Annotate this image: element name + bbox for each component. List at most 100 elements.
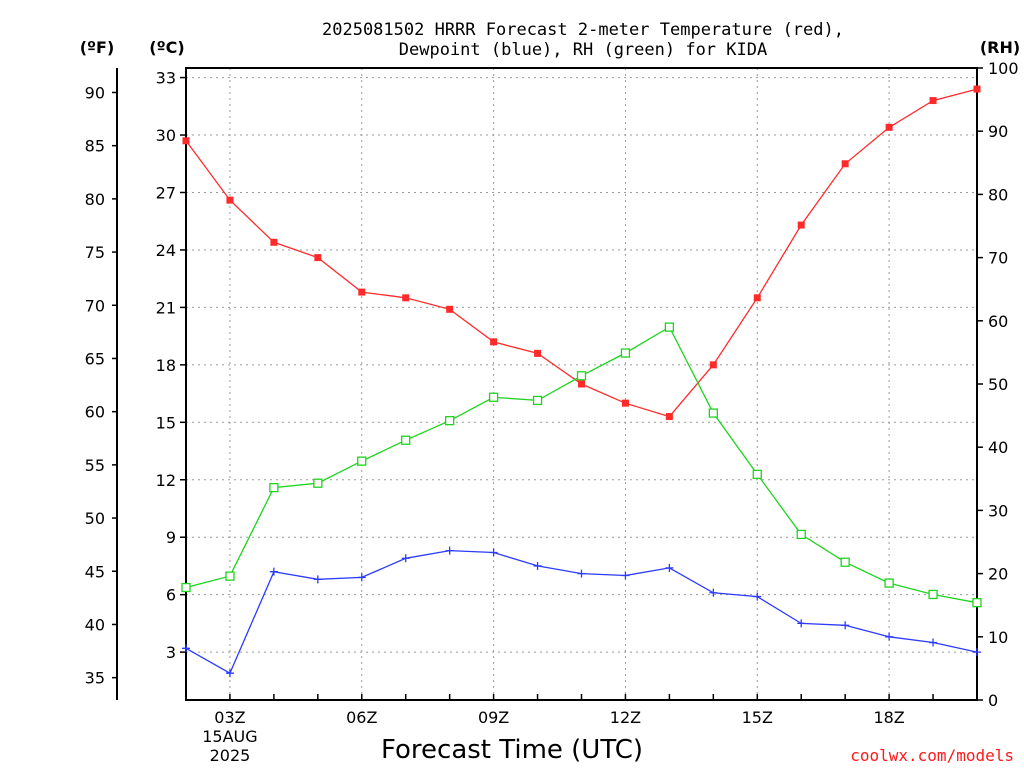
time-tick-label: 15Z xyxy=(742,708,773,727)
rh-tick-label: 20 xyxy=(988,565,1008,584)
dewpoint-point xyxy=(621,571,630,580)
fahrenheit-unit-label: (ºF) xyxy=(80,38,115,57)
chart-title: 2025081502 HRRR Forecast 2-meter Tempera… xyxy=(322,20,844,40)
dewpoint-point xyxy=(929,638,938,647)
rh-point xyxy=(708,408,718,418)
rh-tick-label: 100 xyxy=(988,59,1019,78)
celsius-tick-label: 24 xyxy=(156,241,176,260)
dewpoint-point xyxy=(797,619,806,628)
dewpoint-point xyxy=(885,632,894,641)
dewpoint-point xyxy=(973,648,981,657)
rh-point xyxy=(840,557,850,567)
fahrenheit-tick-label: 35 xyxy=(85,669,105,688)
time-tick-label: 06Z xyxy=(346,708,377,727)
celsius-tick-label: 27 xyxy=(156,183,176,202)
rh-point xyxy=(752,469,762,480)
fahrenheit-tick-label: 50 xyxy=(85,509,105,528)
temperature-point xyxy=(578,380,585,388)
rh-point xyxy=(488,392,499,402)
temperature-point xyxy=(226,196,234,204)
time-tick-label: 03Z xyxy=(214,708,245,727)
temperature-point xyxy=(270,238,278,246)
x-axis-title: Forecast Time (UTC) xyxy=(381,735,643,765)
temperature-point xyxy=(402,294,410,302)
fahrenheit-tick-label: 65 xyxy=(85,349,105,368)
credit-link[interactable]: coolwx.com/models xyxy=(850,746,1014,765)
rh-point xyxy=(269,482,279,493)
rh-point xyxy=(532,395,543,406)
celsius-tick-label: 18 xyxy=(156,356,176,375)
dewpoint-point xyxy=(577,569,586,578)
temperature-line xyxy=(185,88,978,418)
rh-point xyxy=(401,435,411,445)
year-label: 2025 xyxy=(210,746,251,765)
dewpoint-point xyxy=(709,588,718,597)
temperature-point xyxy=(885,123,893,131)
chart-subtitle: Dewpoint (blue), RH (green) for KIDA xyxy=(399,40,767,60)
dewpoint-point xyxy=(489,548,498,557)
rh-tick-label: 30 xyxy=(988,501,1008,520)
temperature-point xyxy=(490,338,498,346)
dewpoint-point xyxy=(665,563,674,572)
dewpoint-point xyxy=(225,669,234,678)
fahrenheit-tick-label: 55 xyxy=(85,456,105,475)
rh-point xyxy=(928,589,938,600)
rh-point xyxy=(445,416,455,426)
rh-point xyxy=(357,456,367,466)
rh-tick-label: 90 xyxy=(988,122,1008,141)
temperature-point xyxy=(665,413,673,421)
temperature-point xyxy=(709,361,717,369)
rh-unit-label: (RH) xyxy=(980,38,1020,57)
rh-point xyxy=(972,598,982,608)
temperature-point xyxy=(358,288,366,296)
celsius-tick-label: 15 xyxy=(156,413,176,432)
rh-point xyxy=(884,578,894,588)
celsius-tick-label: 21 xyxy=(156,298,176,317)
rh-tick-label: 70 xyxy=(988,249,1008,268)
time-tick-label: 18Z xyxy=(873,708,904,727)
dewpoint-point xyxy=(182,644,190,653)
rh-point xyxy=(225,571,235,581)
dewpoint-point xyxy=(533,561,542,570)
celsius-axis: 33 30 27 24 21 18 15 12 9 6 3 xyxy=(156,69,186,662)
fahrenheit-tick-label: 45 xyxy=(85,562,105,581)
rh-series xyxy=(181,322,982,608)
temperature-point xyxy=(446,305,454,313)
celsius-unit-label: (ºC) xyxy=(149,38,184,57)
fahrenheit-tick-label: 80 xyxy=(85,190,105,209)
rh-tick-label: 0 xyxy=(988,691,998,710)
celsius-tick-label: 9 xyxy=(166,528,176,547)
fahrenheit-axis: 90 85 80 75 70 65 60 55 50 45 40 35 xyxy=(85,83,117,688)
rh-tick-label: 80 xyxy=(988,185,1008,204)
dewpoint-point xyxy=(753,592,762,601)
temperature-point xyxy=(182,137,190,145)
fahrenheit-tick-label: 75 xyxy=(85,243,105,262)
time-tick-label: 09Z xyxy=(478,708,509,727)
temperature-point xyxy=(314,254,322,262)
rh-tick-label: 10 xyxy=(988,628,1008,647)
rh-point xyxy=(620,348,631,358)
rh-tick-label: 40 xyxy=(988,438,1008,457)
time-tick-label: 12Z xyxy=(610,708,641,727)
rh-point xyxy=(313,478,323,488)
temperature-point xyxy=(621,399,629,407)
dewpoint-point xyxy=(313,575,322,584)
fahrenheit-tick-label: 60 xyxy=(85,403,105,422)
temperature-point xyxy=(534,349,542,357)
rh-point xyxy=(181,582,191,593)
temperature-point xyxy=(973,85,981,93)
temperature-point xyxy=(797,221,805,229)
celsius-tick-label: 12 xyxy=(156,471,176,490)
fahrenheit-tick-label: 40 xyxy=(85,615,105,634)
rh-tick-label: 50 xyxy=(988,375,1008,394)
temperature-point xyxy=(929,97,937,105)
rh-point xyxy=(796,529,806,540)
celsius-tick-label: 33 xyxy=(156,69,176,88)
dewpoint-point xyxy=(841,621,850,630)
fahrenheit-tick-label: 90 xyxy=(85,83,105,102)
rh-tick-label: 60 xyxy=(988,312,1008,331)
dewpoint-series xyxy=(182,546,981,678)
